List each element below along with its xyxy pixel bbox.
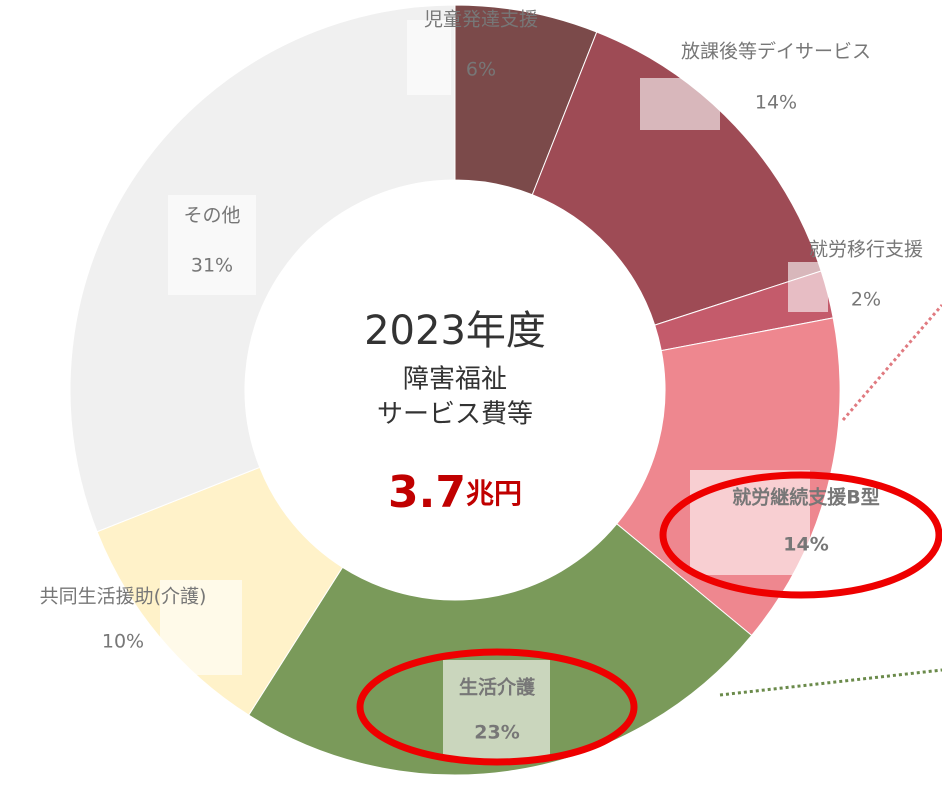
category-label: その他 (183, 205, 240, 227)
highlight-circle (356, 648, 638, 766)
category-label: 共同生活援助(介護) (40, 586, 207, 608)
slice (69, 4, 456, 533)
value-label: 31% (191, 255, 233, 277)
value-label: 2% (851, 289, 881, 311)
category-label: 児童発達支援 (424, 9, 538, 31)
center-line: サービス費等 (377, 400, 533, 430)
value-label: 14% (783, 534, 828, 556)
label-box (640, 78, 720, 130)
value-label: 6% (466, 59, 496, 81)
value-label: 14% (755, 92, 797, 114)
label-box (443, 660, 550, 760)
category-label: 生活介護 (459, 676, 536, 699)
leader-line (841, 304, 942, 421)
value-label: 23% (474, 722, 519, 744)
category-label: 就労移行支援 (809, 239, 923, 261)
unit: 兆円 (466, 477, 522, 510)
amount: 3.7 (388, 467, 466, 518)
center-year: 2023年度 (364, 308, 546, 354)
label-box (407, 20, 451, 95)
slices (69, 4, 841, 776)
label-box (168, 195, 256, 295)
highlight-circle (659, 471, 942, 599)
label-box (788, 262, 828, 312)
center-amount: 3.7兆円 (388, 467, 522, 518)
category-label: 放課後等デイサービス (681, 41, 871, 63)
labels: 児童発達支援 6% 放課後等デイサービス 14% 就労移行支援 2% 就労継続支援B型 14%… (40, 9, 923, 760)
label-box (160, 580, 242, 675)
value-label: 10% (102, 631, 144, 653)
center-line: 障害福祉 (403, 365, 507, 395)
category-label: 就労継続支援B型 (732, 486, 879, 509)
leader-line (719, 668, 942, 697)
